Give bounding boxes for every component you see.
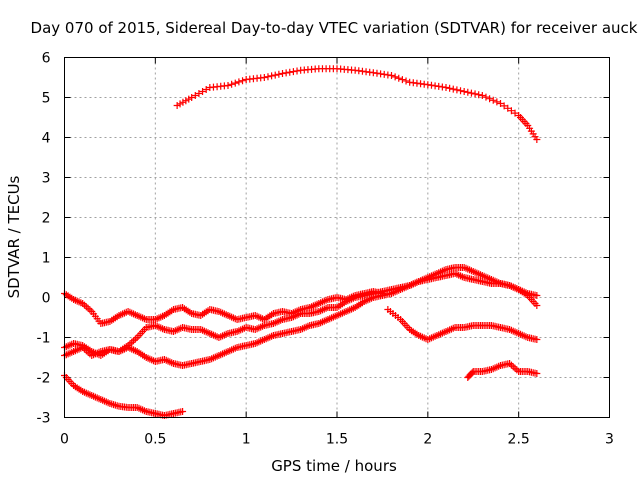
data-point bbox=[231, 79, 239, 87]
data-points bbox=[61, 65, 541, 419]
data-point bbox=[395, 74, 403, 82]
data-point bbox=[442, 84, 450, 91]
data-point bbox=[286, 68, 294, 76]
series-sat-b bbox=[61, 372, 187, 419]
y-tick-label: 5 bbox=[42, 91, 51, 107]
y-tick-label: -1 bbox=[37, 331, 51, 347]
data-point bbox=[533, 292, 541, 299]
data-point bbox=[489, 96, 497, 104]
y-tick-label: 4 bbox=[42, 131, 51, 147]
y-axis-label: SDTVAR / TECUs bbox=[5, 175, 23, 298]
data-point bbox=[533, 336, 541, 343]
data-point bbox=[507, 107, 515, 115]
y-tick-label: 3 bbox=[42, 171, 51, 187]
series-sat-e bbox=[61, 264, 541, 369]
data-point bbox=[131, 335, 139, 343]
data-point bbox=[239, 77, 247, 85]
data-point bbox=[471, 90, 479, 98]
data-point bbox=[533, 136, 541, 143]
data-point bbox=[188, 94, 196, 101]
data-point bbox=[449, 85, 457, 93]
data-point bbox=[268, 72, 276, 80]
data-point bbox=[453, 86, 461, 94]
data-point bbox=[388, 72, 395, 79]
data-point bbox=[513, 366, 521, 374]
data-point bbox=[504, 104, 512, 112]
data-point bbox=[533, 302, 541, 309]
x-tick-label: 2.5 bbox=[508, 432, 530, 448]
data-point bbox=[391, 73, 399, 81]
data-point bbox=[191, 92, 199, 99]
data-point bbox=[507, 361, 515, 369]
data-point bbox=[506, 360, 514, 367]
y-tick-label: 6 bbox=[42, 51, 51, 67]
data-point bbox=[279, 70, 286, 77]
series-sat-c bbox=[61, 288, 386, 327]
data-point bbox=[235, 78, 243, 86]
data-point bbox=[398, 76, 406, 84]
data-point bbox=[260, 74, 268, 81]
series-sat-a bbox=[173, 65, 541, 143]
x-tick-label: 0 bbox=[60, 432, 69, 448]
series-sat-g bbox=[464, 360, 541, 381]
data-point bbox=[511, 364, 519, 372]
data-point bbox=[289, 68, 297, 76]
data-point bbox=[478, 92, 486, 99]
series-sat-f bbox=[384, 306, 541, 343]
data-point bbox=[179, 408, 187, 415]
x-tick-label: 0.5 bbox=[144, 432, 166, 448]
x-tick-label: 3 bbox=[605, 432, 614, 448]
data-point bbox=[84, 304, 92, 312]
data-point bbox=[486, 95, 494, 103]
data-point bbox=[457, 87, 465, 95]
data-point bbox=[275, 70, 283, 78]
data-point bbox=[497, 100, 504, 107]
data-point bbox=[82, 303, 90, 311]
data-point bbox=[282, 69, 290, 77]
data-point bbox=[264, 73, 272, 81]
data-point bbox=[130, 337, 138, 345]
data-point bbox=[500, 102, 508, 110]
data-point bbox=[482, 93, 490, 101]
y-tick-label: 0 bbox=[42, 291, 51, 307]
tick-labels: 0 0.5 1 1.5 2 2.5 3 -3 -2 -1 0 1 2 3 4 5 6 bbox=[37, 51, 614, 448]
data-point bbox=[460, 88, 468, 95]
y-tick-label: -2 bbox=[37, 371, 51, 387]
y-tick-label: -3 bbox=[37, 411, 51, 427]
plot-frame bbox=[64, 57, 610, 418]
data-point bbox=[202, 86, 210, 93]
data-point bbox=[511, 109, 519, 117]
x-axis-label: GPS time / hours bbox=[271, 457, 397, 475]
data-point bbox=[446, 84, 454, 92]
data-point bbox=[228, 80, 236, 88]
data-point bbox=[402, 77, 410, 85]
data-point bbox=[199, 88, 207, 95]
data-point bbox=[271, 71, 279, 79]
x-tick-label: 1.5 bbox=[326, 432, 348, 448]
data-point bbox=[533, 370, 541, 377]
x-tick-label: 1 bbox=[242, 432, 251, 448]
chart-title: Day 070 of 2015, Sidereal Day-to-day VTE… bbox=[31, 19, 638, 37]
data-point bbox=[493, 98, 501, 106]
data-point bbox=[86, 306, 94, 314]
x-tick-label: 2 bbox=[423, 432, 432, 448]
data-point bbox=[128, 338, 136, 346]
y-tick-label: 2 bbox=[42, 211, 51, 227]
data-point bbox=[467, 89, 475, 97]
data-point bbox=[293, 67, 301, 75]
data-point bbox=[195, 90, 203, 97]
y-tick-label: 1 bbox=[42, 251, 51, 267]
data-point bbox=[464, 88, 472, 96]
data-point bbox=[224, 82, 232, 89]
grid-lines bbox=[64, 57, 610, 418]
data-point bbox=[475, 91, 483, 99]
